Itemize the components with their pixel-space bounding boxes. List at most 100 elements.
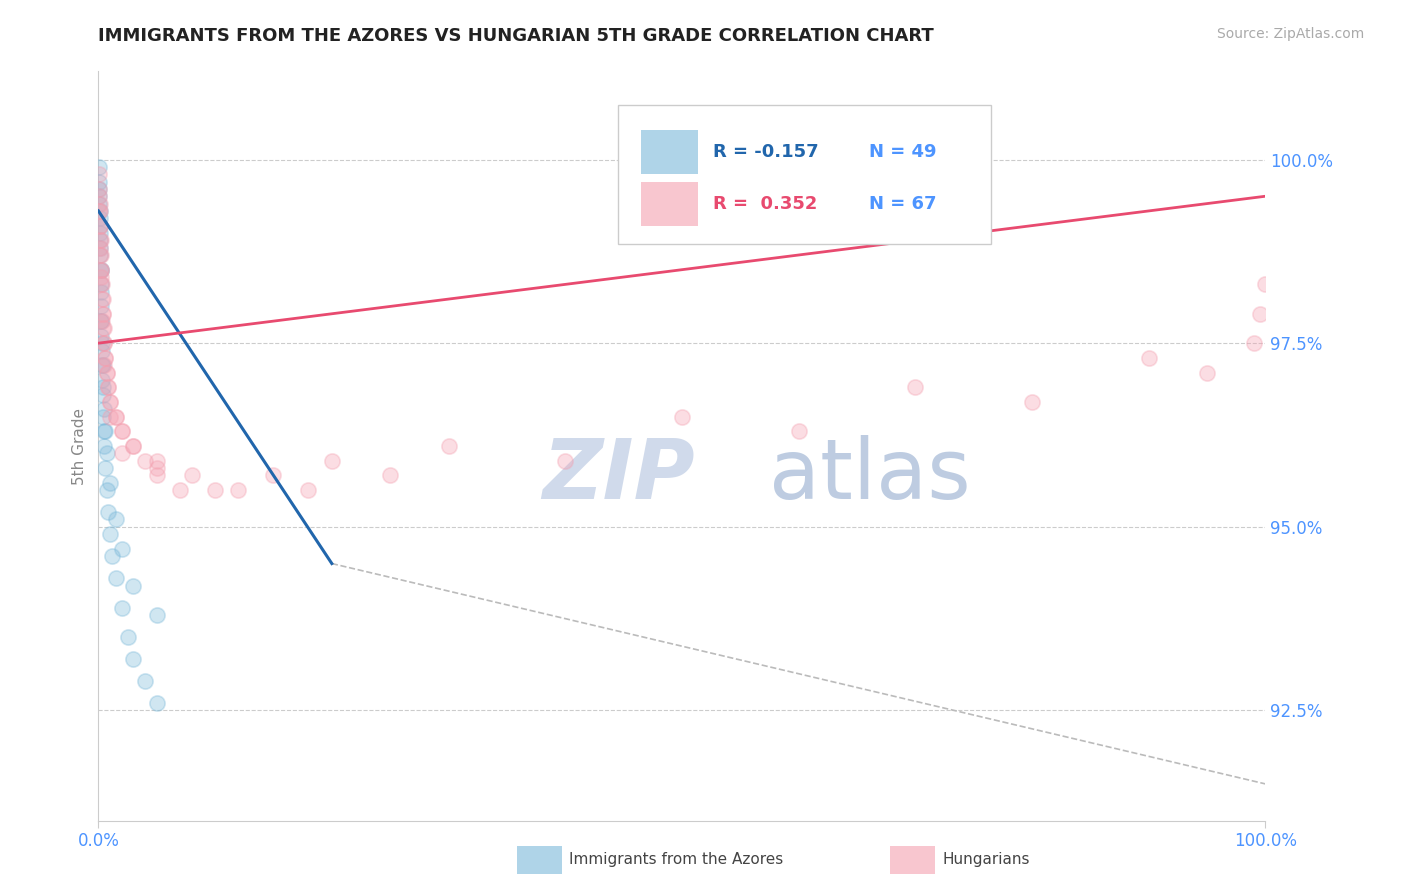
Point (93, 336, 115, 351)
Point (321, 453, 343, 467)
Point (90, 277, 112, 292)
Point (1021, 395, 1043, 409)
Point (89, 203, 111, 218)
Text: IMMIGRANTS FROM THE AZORES VS HUNGARIAN 5TH GRADE CORRELATION CHART: IMMIGRANTS FROM THE AZORES VS HUNGARIAN … (98, 27, 934, 45)
Point (98, 527, 121, 541)
Text: ZIP: ZIP (541, 435, 695, 516)
Point (104, 571, 127, 585)
Point (91, 380, 114, 394)
Point (89, 203, 111, 218)
Point (98, 475, 121, 490)
Point (93, 402, 115, 417)
Point (89, 248, 111, 262)
Point (111, 600, 134, 615)
Text: Immigrants from the Azores: Immigrants from the Azores (569, 853, 783, 867)
Point (89, 233, 111, 247)
Point (169, 483, 191, 497)
Point (671, 409, 693, 424)
Point (117, 630, 139, 644)
Point (89, 219, 111, 233)
Point (91, 307, 114, 321)
Point (90, 358, 112, 372)
Point (297, 483, 319, 497)
Point (98, 395, 121, 409)
Point (97, 505, 120, 519)
Point (262, 468, 284, 483)
Point (90, 336, 112, 351)
Point (93, 439, 115, 453)
Point (122, 578, 145, 592)
FancyBboxPatch shape (617, 105, 991, 244)
Point (87, 167, 110, 181)
Point (90, 277, 112, 292)
Point (104, 512, 127, 526)
Point (91, 358, 114, 372)
Point (111, 425, 134, 439)
Point (91, 409, 114, 424)
Point (180, 468, 202, 483)
Point (91, 321, 114, 335)
Point (1137, 351, 1160, 365)
Point (87, 175, 110, 189)
Text: N = 49: N = 49 (869, 143, 936, 161)
Point (228, 483, 250, 497)
Text: Source: ZipAtlas.com: Source: ZipAtlas.com (1216, 27, 1364, 41)
Point (89, 196, 111, 211)
FancyBboxPatch shape (641, 130, 699, 174)
FancyBboxPatch shape (641, 182, 699, 227)
Point (1254, 277, 1277, 292)
Point (94, 461, 117, 475)
Point (1197, 366, 1219, 380)
Point (90, 262, 112, 277)
Point (89, 262, 111, 277)
Point (89, 248, 111, 262)
Point (89, 189, 111, 203)
Point (93, 358, 115, 372)
Y-axis label: 5th Grade: 5th Grade (72, 408, 87, 484)
Point (104, 409, 127, 424)
Point (1243, 336, 1265, 351)
Point (90, 314, 112, 328)
Point (554, 453, 576, 467)
Point (90, 314, 112, 328)
Point (146, 453, 169, 467)
Point (89, 226, 111, 240)
Point (122, 439, 145, 453)
Point (89, 241, 111, 255)
Point (90, 285, 112, 299)
Point (122, 652, 145, 666)
Point (87, 182, 110, 196)
Point (87, 189, 110, 203)
Point (98, 409, 121, 424)
Point (89, 203, 111, 218)
Point (104, 409, 127, 424)
Point (134, 453, 156, 467)
Point (97, 380, 120, 394)
Point (87, 160, 110, 174)
Text: atlas: atlas (769, 435, 972, 516)
Point (90, 314, 112, 328)
Point (1249, 307, 1271, 321)
Point (90, 373, 112, 387)
Point (787, 425, 810, 439)
Point (146, 696, 169, 710)
Point (90, 300, 112, 314)
Point (91, 387, 114, 401)
Point (111, 425, 134, 439)
Point (89, 219, 111, 233)
Point (91, 307, 114, 321)
Point (89, 219, 111, 233)
Point (122, 439, 145, 453)
Point (93, 336, 115, 351)
Point (96, 366, 118, 380)
Point (90, 270, 112, 285)
Point (90, 343, 112, 358)
Text: R = -0.157: R = -0.157 (713, 143, 820, 161)
Point (96, 483, 118, 497)
Point (89, 211, 111, 226)
Point (91, 292, 114, 306)
Point (94, 351, 117, 365)
Point (146, 607, 169, 622)
Point (96, 366, 118, 380)
Point (90, 262, 112, 277)
